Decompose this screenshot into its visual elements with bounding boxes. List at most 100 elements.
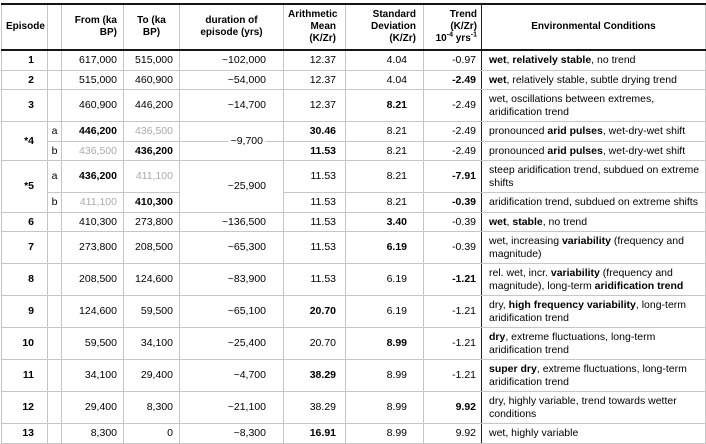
cell-to: 8,300: [123, 391, 180, 424]
cell-subrow-letter: [47, 391, 62, 424]
cell-trend: -1.21: [423, 327, 482, 360]
cell-from: 34,100: [61, 359, 124, 392]
cell-trend: -7.91: [423, 160, 482, 193]
cell-subrow-letter: b: [47, 192, 62, 213]
cell-standard-deviation: 4.04: [345, 50, 424, 71]
cell-environmental-conditions: wet, oscillations between extremes, arid…: [481, 89, 706, 122]
cell-environmental-conditions: wet, relatively stable, subtle drying tr…: [481, 70, 706, 90]
cell-trend: -1.21: [423, 359, 482, 392]
cell-duration: ~21,100: [179, 391, 284, 424]
table-row: 6 410,300 273,800 ~136,500 11.53 3.40 -0.39 wet…: [1, 212, 706, 232]
table-row: 10 59,500 34,100 ~25,400 20.70 8.99 -1.21 dry, …: [1, 327, 706, 360]
cell-subrow-letter: [47, 327, 62, 360]
cell-standard-deviation: 4.04: [345, 70, 424, 90]
cell-standard-deviation: 6.19: [345, 231, 424, 264]
cell-subrow-letter: [47, 295, 62, 328]
cell-environmental-conditions: steep aridification trend, subdued on ex…: [481, 160, 706, 193]
table-row: 7 273,800 208,500 ~65,300 11.53 6.19 -0.39 wet,…: [1, 231, 706, 264]
cell-to: 59,500: [123, 295, 180, 328]
cell-subrow-letter: [47, 50, 62, 71]
cell-standard-deviation: 8.21: [345, 160, 424, 193]
cell-subrow-letter: [47, 89, 62, 122]
cell-trend: -1.21: [423, 295, 482, 328]
cell-standard-deviation: 8.21: [345, 141, 424, 161]
cell-duration: ~102,000: [179, 50, 284, 71]
cell-environmental-conditions: dry, high frequency variability, long-te…: [481, 295, 706, 328]
cell-arithmetic-mean: 30.46: [283, 121, 346, 142]
cell-duration: ~25,900: [179, 160, 284, 213]
table-row: 9 124,600 59,500 ~65,100 20.70 6.19 -1.21 dry, …: [1, 295, 706, 328]
cell-standard-deviation: 8.21: [345, 121, 424, 142]
cell-standard-deviation: 3.40: [345, 212, 424, 232]
table-row: 8 208,500 124,600 ~83,900 11.53 6.19 -1.21 rel.…: [1, 263, 706, 296]
cell-environmental-conditions: wet, highly variable: [481, 423, 706, 444]
cell-arithmetic-mean: 12.37: [283, 50, 346, 71]
cell-episode: 2: [1, 70, 48, 90]
cell-environmental-conditions: pronounced arid pulses, wet-dry-wet shif…: [481, 121, 706, 142]
cell-standard-deviation: 8.99: [345, 327, 424, 360]
col-header-standard-deviation: Standard Deviation (K/Zr): [345, 4, 424, 51]
cell-to: 460,900: [123, 70, 180, 90]
table-row: b 436,500 436,200 11.53 8.21 -2.49 pronounced …: [2, 141, 706, 161]
cell-to: 436,500: [123, 121, 180, 142]
cell-standard-deviation: 6.19: [345, 295, 424, 328]
cell-episode: 6: [1, 212, 48, 232]
cell-duration: ~4,700: [179, 359, 284, 392]
cell-from: 8,300: [61, 423, 124, 444]
table-row: 11 34,100 29,400 ~4,700 38.29 8.99 -1.21 super …: [1, 359, 706, 392]
cell-trend: -2.49: [423, 89, 482, 122]
cell-from: 59,500: [61, 327, 124, 360]
col-header-environmental-conditions: Environmental Conditions: [481, 4, 706, 51]
cell-trend: -0.39: [423, 192, 482, 213]
cell-arithmetic-mean: 38.29: [283, 359, 346, 392]
table-row: 1 617,000 515,000 ~102,000 12.37 4.04 -0.97 wet…: [1, 50, 706, 71]
cell-episode: 9: [1, 295, 48, 328]
table-body: 1 617,000 515,000 ~102,000 12.37 4.04 -0.97 wet…: [1, 50, 706, 444]
cell-from: 124,600: [61, 295, 124, 328]
table-row: 2 515,000 460,900 ~54,000 12.37 4.04 -2.49 wet,…: [1, 70, 706, 90]
cell-environmental-conditions: wet, relatively stable, no trend: [481, 50, 706, 71]
cell-episode: 10: [1, 327, 48, 360]
cell-to: 515,000: [123, 50, 180, 71]
table-row: 12 29,400 8,300 ~21,100 38.29 8.99 9.92 dry, hi…: [1, 391, 706, 424]
col-header-trend: Trend (K/Zr) 10-4 yrs-1: [423, 4, 482, 51]
cell-to: 34,100: [123, 327, 180, 360]
cell-duration: ~8,300: [179, 423, 284, 444]
cell-trend: -2.49: [423, 141, 482, 161]
cell-subrow-letter: a: [47, 160, 62, 193]
cell-duration: ~83,900: [179, 263, 284, 296]
cell-trend: -1.21: [423, 263, 482, 296]
cell-trend: -0.97: [423, 50, 482, 71]
cell-trend: -2.49: [423, 70, 482, 90]
col-header-episode: Episode: [1, 4, 48, 51]
cell-environmental-conditions: dry, extreme fluctuations, long-term ari…: [481, 327, 706, 360]
cell-from: 617,000: [61, 50, 124, 71]
cell-trend: 9.92: [423, 423, 482, 444]
cell-from: 410,300: [61, 212, 124, 232]
cell-arithmetic-mean: 38.29: [283, 391, 346, 424]
cell-standard-deviation: 8.21: [345, 89, 424, 122]
cell-environmental-conditions: rel. wet, incr. variability (frequency a…: [481, 263, 706, 296]
cell-standard-deviation: 8.99: [345, 391, 424, 424]
cell-environmental-conditions: wet, increasing variability (frequency a…: [481, 231, 706, 264]
cell-standard-deviation: 8.99: [345, 423, 424, 444]
cell-to: 446,200: [123, 89, 180, 122]
cell-environmental-conditions: wet, stable, no trend: [481, 212, 706, 232]
cell-episode: 1: [1, 50, 48, 71]
cell-trend: -0.39: [423, 231, 482, 264]
cell-subrow-letter: [47, 70, 62, 90]
cell-duration: ~25,400: [179, 327, 284, 360]
col-header-subrow: [47, 4, 62, 51]
cell-episode: 3: [1, 89, 48, 122]
cell-duration: ~136,500: [179, 212, 284, 232]
cell-to: 124,600: [123, 263, 180, 296]
cell-episode: *5: [1, 160, 48, 213]
cell-environmental-conditions: aridification trend, subdued on extreme …: [481, 192, 706, 213]
cell-subrow-letter: [47, 263, 62, 296]
cell-duration: ~65,300: [179, 231, 284, 264]
cell-from: 436,200: [61, 160, 124, 193]
cell-from: 208,500: [61, 263, 124, 296]
cell-subrow-letter: [47, 423, 62, 444]
cell-arithmetic-mean: 11.53: [283, 192, 346, 213]
cell-trend: -0.39: [423, 212, 482, 232]
